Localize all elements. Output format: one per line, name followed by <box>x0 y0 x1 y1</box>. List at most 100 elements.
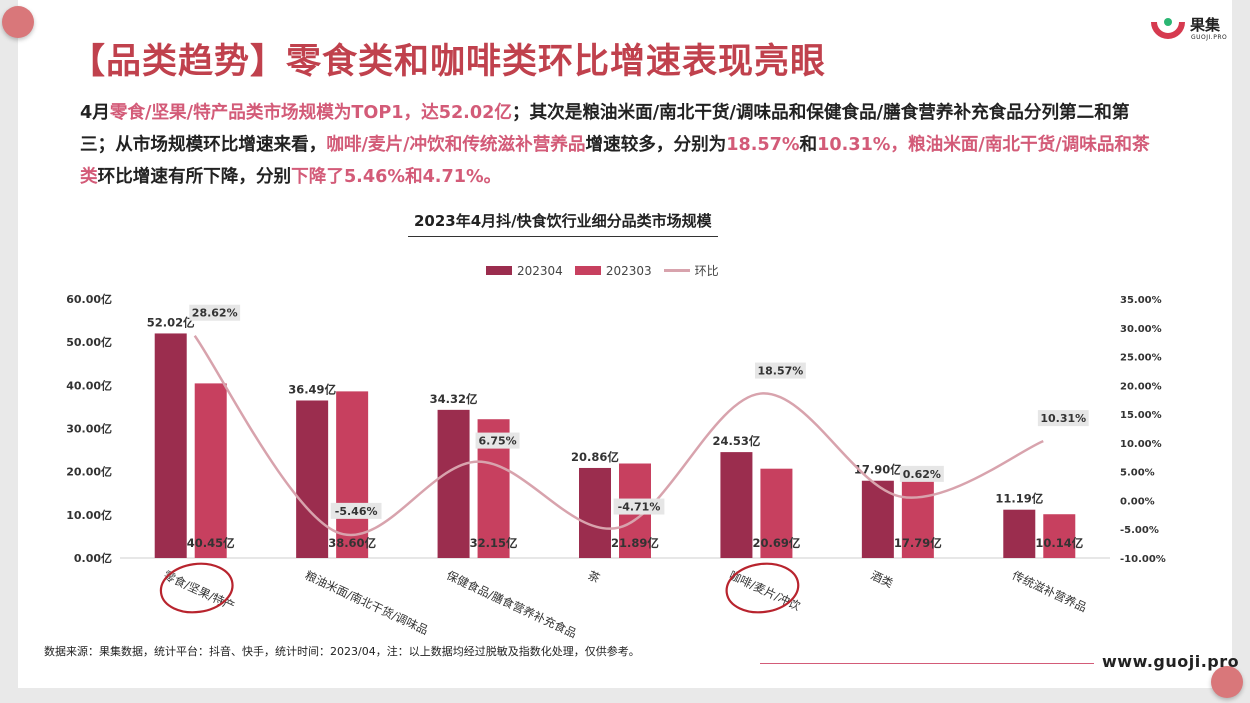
mom-label-bg <box>1037 410 1089 427</box>
y-right-tick-label: 10.00% <box>1120 439 1162 450</box>
legend-item-202303: 202303 <box>574 263 652 278</box>
y-left-tick-label: 20.00亿 <box>66 465 112 479</box>
y-right-tick-label: 20.00% <box>1120 381 1162 392</box>
category-label: 茶 <box>586 568 603 586</box>
footer-source: 数据来源：果集数据，统计平台：抖音、快手，统计时间：2023/04，注：以上数据… <box>44 645 640 658</box>
y-left-tick-label: 60.00亿 <box>66 292 112 306</box>
legend-item-mom: 环比 <box>663 262 719 279</box>
mom-line <box>193 334 1044 537</box>
summary-highlight: 零食/坚果/特产品类市场规模为TOP1，达52.02亿 <box>109 103 512 123</box>
y-right-tick-label: 5.00% <box>1120 468 1155 479</box>
summary-text: ；其次是粮油米面/南北干货/调味品和保健食品/膳食营养补充食品分列第二和第三；从… <box>80 103 1130 155</box>
mom-data-label: 6.75% <box>478 435 516 448</box>
footer-divider <box>760 663 1094 664</box>
data-label-202303: 17.79亿 <box>894 536 942 550</box>
legend-item-202304: 202304 <box>486 264 563 278</box>
logo-name: 果集 <box>1190 16 1221 34</box>
mom-label-bg <box>475 432 520 449</box>
mom-data-label: -4.71% <box>618 501 661 514</box>
legend-line-swatch <box>663 269 690 272</box>
bar-202303 <box>760 468 793 558</box>
slide <box>18 0 1232 688</box>
category-label: 保健食品/膳食营养补充食品 <box>444 568 578 641</box>
summary-highlight: 18.57% <box>726 135 800 155</box>
decor-dot-top-left <box>2 6 34 38</box>
mom-label-bg <box>899 465 944 482</box>
summary-highlight: 10.31%，粮油米面/南北干货/调味品和茶类 <box>80 135 1150 187</box>
data-label-202304: 52.02亿 <box>147 315 195 329</box>
summary-text: 和 <box>799 135 818 155</box>
legend-label: 202303 <box>605 263 652 278</box>
data-label-202304: 24.53亿 <box>712 434 760 448</box>
mom-data-label: -5.46% <box>335 505 378 518</box>
bar-202304 <box>1003 509 1036 558</box>
summary-text: 4月 <box>80 103 110 123</box>
y-right-tick-label: 0.00% <box>1120 496 1155 507</box>
legend-label: 环比 <box>694 264 719 278</box>
footer-site[interactable]: www.guoji.pro <box>1102 652 1240 671</box>
y-left-tick-label: 30.00亿 <box>66 422 112 436</box>
data-label-202304: 20.86亿 <box>571 450 619 464</box>
data-label-202304: 11.19亿 <box>995 492 1043 506</box>
category-label: 咖啡/麦片/冲饮 <box>727 568 803 613</box>
data-label-202303: 20.69亿 <box>752 536 800 550</box>
summary-text: 增速较多，分别为 <box>585 135 727 155</box>
bar-202303 <box>336 391 369 558</box>
mom-data-label: 18.57% <box>758 365 804 378</box>
legend-swatch <box>486 266 512 275</box>
summary-highlight: 下降了5.46%和4.71%。 <box>291 167 502 187</box>
data-label-202303: 32.15亿 <box>470 536 518 550</box>
y-left-tick-label: 50.00亿 <box>66 335 112 349</box>
data-label-202304: 17.90亿 <box>854 463 902 477</box>
legend-swatch <box>574 266 601 275</box>
y-right-tick-label: 25.00% <box>1120 353 1162 364</box>
decor-dot-bottom-right <box>1211 666 1243 698</box>
y-right-tick-label: 15.00% <box>1120 410 1162 421</box>
page-title: 【品类趋势】零食类和咖啡类环比增速表现亮眼 <box>70 42 827 82</box>
bar-202303 <box>194 383 227 558</box>
mom-label-bg <box>613 498 665 515</box>
data-label-202303: 10.14亿 <box>1035 536 1083 550</box>
data-label-202303: 40.45亿 <box>187 536 235 550</box>
data-label-202303: 21.89亿 <box>611 536 659 550</box>
category-label: 酒类 <box>869 568 896 591</box>
bar-202303 <box>901 481 934 558</box>
bar-202304 <box>154 333 187 558</box>
mom-data-label: 28.62% <box>192 307 238 320</box>
bar-202304 <box>296 400 329 558</box>
data-label-202303: 38.60亿 <box>328 536 376 550</box>
mom-data-label: 0.62% <box>903 468 941 481</box>
chart-legend: 202304 202303 环比 <box>486 262 731 279</box>
category-label: 粮油米面/南北干货/调味品 <box>303 568 431 637</box>
legend-label: 202304 <box>517 263 563 278</box>
data-label-202304: 36.49亿 <box>288 382 336 396</box>
data-label-202304: 34.32亿 <box>430 392 478 406</box>
y-right-tick-label: 30.00% <box>1120 324 1162 335</box>
logo-subtext: GUOJI.PRO <box>1191 34 1228 41</box>
bar-202304 <box>579 467 611 558</box>
mom-label-bg <box>755 362 806 379</box>
y-right-tick-label: -5.00% <box>1120 525 1159 536</box>
bar-202304 <box>720 452 753 558</box>
summary-highlight: 咖啡/麦片/冲饮和传统滋补营养品 <box>326 135 586 155</box>
y-right-tick-label: 35.00% <box>1120 295 1162 306</box>
y-right-tick-label: -10.00% <box>1120 554 1166 565</box>
highlight-circle <box>725 562 800 614</box>
chart-title: 2023年4月抖/快食饮行业细分品类市场规模 <box>408 210 718 237</box>
category-label: 传统滋补营养品 <box>1010 568 1089 615</box>
logo: 果集 GUOJI.PRO <box>1150 12 1230 46</box>
category-label: 零食/坚果/特产 <box>161 568 236 613</box>
bar-202304 <box>437 409 470 558</box>
summary-text: 环比增速有所下降，分别 <box>97 167 292 187</box>
mom-label-bg <box>330 502 382 519</box>
bar-202303 <box>1043 514 1076 558</box>
y-left-tick-label: 40.00亿 <box>66 378 112 392</box>
summary-paragraph: 4月零食/坚果/特产品类市场规模为TOP1，达52.02亿；其次是粮油米面/南北… <box>80 97 1150 193</box>
y-left-tick-label: 10.00亿 <box>66 508 112 522</box>
mom-data-label: 10.31% <box>1040 412 1086 425</box>
logo-icon <box>1151 18 1185 39</box>
highlight-circle <box>159 562 234 614</box>
y-left-tick-label: 0.00亿 <box>74 551 112 565</box>
mom-label-bg <box>189 304 241 321</box>
